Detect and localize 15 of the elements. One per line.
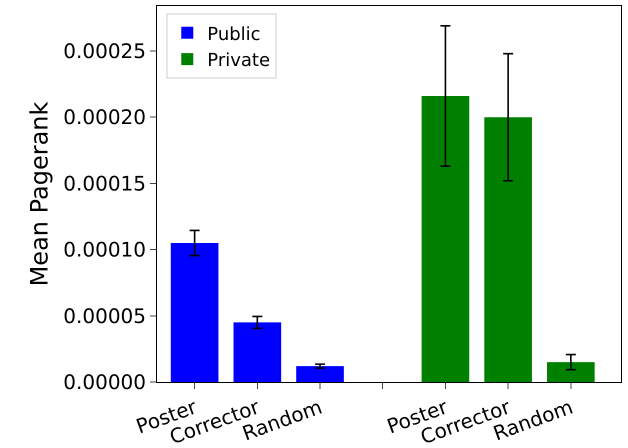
y-tick-label: 0.00010 [63,238,146,262]
bar [170,242,218,382]
y-tick-label: 0.00000 [63,370,146,394]
y-tick-label: 0.00005 [63,304,146,328]
y-tick-label: 0.00025 [63,39,146,64]
legend-label: Private [207,50,270,72]
y-tick-label: 0.00020 [63,105,146,130]
y-axis-title: Mean Pagerank [25,102,54,286]
legend-label: Public [207,24,261,45]
bar [547,362,595,382]
bar [296,366,344,382]
bar [234,322,282,382]
y-tick-label: 0.00015 [63,171,146,196]
bar [484,117,532,382]
bar [422,96,470,382]
